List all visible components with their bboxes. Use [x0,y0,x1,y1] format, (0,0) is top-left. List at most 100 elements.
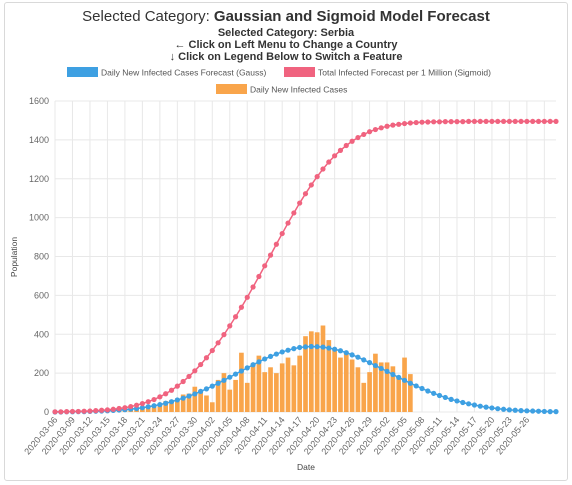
gauss-point [366,360,373,366]
sigmoid-point [431,119,437,125]
gauss-point [256,359,262,365]
gauss-point [308,343,314,350]
sigmoid-point [139,401,145,407]
sigmoid-point [495,118,501,125]
sigmoid-forecast-series [52,118,559,415]
chart-subtitle-menu-hint: ← Click on Left Menu to Change a Country [174,39,398,51]
daily-cases-bar [268,367,273,412]
daily-cases-bar [326,340,332,412]
gauss-point [390,371,396,378]
gauss-point [384,368,390,374]
daily-cases-bar [215,379,221,412]
daily-cases-bar [308,331,314,412]
gauss-point [262,356,268,362]
gauss-point [448,396,454,402]
daily-cases-bar [244,382,250,412]
gauss-point [431,390,437,396]
sigmoid-point [483,118,489,125]
y-axis-ticks: 0 200 400 600 800 1000 1200 1400 1600 [29,96,49,417]
gauss-point [535,408,542,414]
sigmoid-point [64,409,70,415]
sigmoid-point [547,118,553,125]
sigmoid-point [466,118,472,125]
gauss-point [238,368,245,374]
daily-cases-bar [180,394,186,412]
gauss-point [506,407,512,413]
gauss-point [326,345,332,351]
sigmoid-point [256,273,262,280]
y-tick-label: 1600 [29,96,49,106]
sigmoid-point [291,210,297,216]
legend-swatch [284,67,315,77]
daily-cases-bar [349,359,355,412]
sigmoid-point [512,118,518,125]
sigmoid-point [436,119,443,125]
sigmoid-point [372,126,379,133]
legend-swatch [216,84,247,94]
daily-cases-bar [390,366,396,412]
daily-cases-bar [291,365,297,412]
sigmoid-point [87,408,93,414]
sigmoid-point [244,294,250,300]
sigmoid-point [163,391,169,397]
daily-cases-bar [285,357,291,412]
sigmoid-point [215,340,221,346]
sigmoid-point [396,121,402,127]
gauss-point [530,408,536,414]
gauss-point [157,402,163,408]
sigmoid-point [471,118,478,125]
sigmoid-point [203,355,210,361]
daily-cases-bar [355,367,361,412]
sigmoid-point [541,118,547,125]
gauss-point [232,371,239,377]
sigmoid-point [366,129,373,135]
gauss-point [209,383,215,389]
gauss-point [524,408,530,414]
sigmoid-point [302,191,309,197]
gauss-point [500,406,507,412]
sigmoid-point [174,383,180,389]
gauss-point [372,362,379,369]
gauss-point [215,380,221,386]
sigmoid-point [384,123,390,129]
daily-cases-bar [338,357,343,412]
gauss-point [471,402,478,408]
gauss-point [192,391,198,397]
sigmoid-point [279,230,285,237]
gauss-point [198,388,204,394]
y-tick-label: 800 [34,252,49,262]
sigmoid-point [267,252,274,258]
gauss-point [483,404,489,410]
gauss-point [221,377,227,383]
sigmoid-point [442,119,448,125]
sigmoid-point [361,131,367,138]
gauss-point [273,351,279,357]
sigmoid-point [110,406,116,412]
gauss-point [553,409,559,415]
gauss-point [442,394,448,401]
sigmoid-point [489,118,495,125]
daily-cases-bar [198,390,203,412]
sigmoid-point [454,119,460,125]
sigmoid-point [332,153,338,159]
gauss-point [203,386,210,392]
daily-cases-bars [52,325,413,412]
sigmoid-point [308,182,314,188]
sigmoid-point [227,323,233,329]
daily-cases-bar [332,349,337,412]
gauss-point [407,380,413,386]
daily-cases-bar [408,374,413,412]
sigmoid-point [232,314,239,320]
x-axis-ticks: 2020-03-062020-03-092020-03-122020-03-15… [22,415,531,457]
gauss-point [419,385,425,392]
gauss-point [541,408,547,415]
gauss-point [547,409,553,415]
daily-cases-bar [163,401,169,412]
daily-cases-bar [209,402,215,412]
gauss-point [337,348,344,354]
gauss-point [145,404,151,410]
gauss-point [349,352,355,358]
daily-cases-bar [279,363,285,412]
daily-cases-bar [320,325,326,412]
